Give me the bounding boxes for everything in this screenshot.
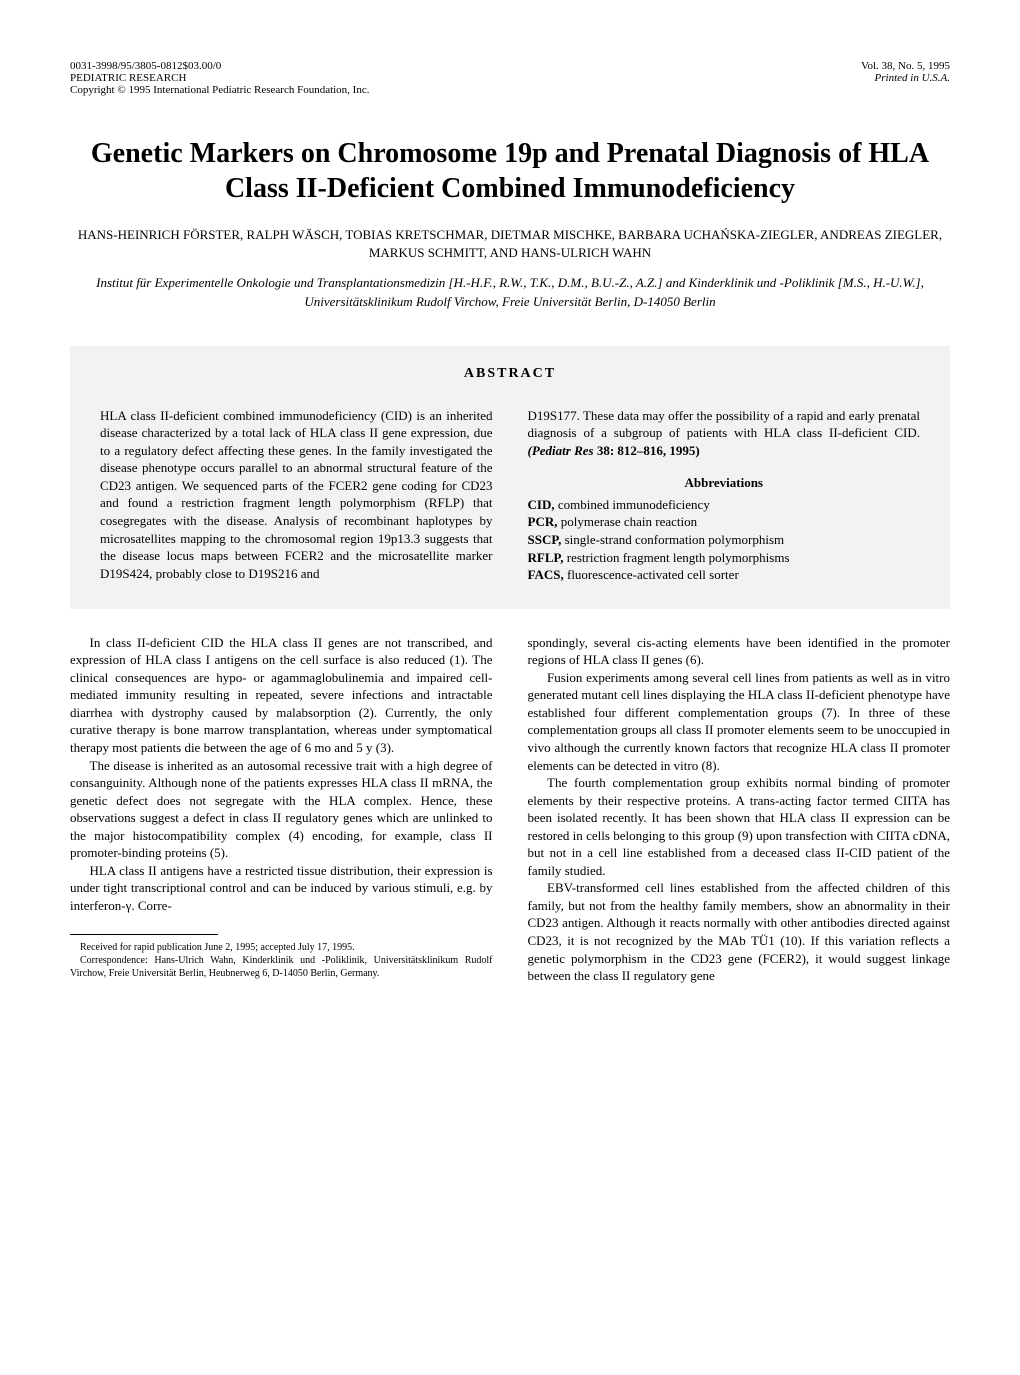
abbrev-item: CID, combined immunodeficiency [528, 496, 921, 514]
authors: HANS-HEINRICH FÖRSTER, RALPH WÄSCH, TOBI… [70, 226, 950, 262]
abstract-columns: HLA class II-deficient combined immunode… [100, 407, 920, 584]
abbrev-term: RFLP, [528, 550, 564, 565]
abbrev-def: polymerase chain reaction [557, 514, 697, 529]
abbrev-item: RFLP, restriction fragment length polymo… [528, 549, 921, 567]
abstract-right: D19S177. These data may offer the possib… [528, 407, 921, 584]
body-right-column: spondingly, several cis-acting elements … [528, 634, 951, 985]
abbrev-def: restriction fragment length polymorphism… [564, 550, 790, 565]
abbrev-def: single-strand conformation polymorphism [561, 532, 784, 547]
abstract-right-text: D19S177. These data may offer the possib… [528, 408, 921, 441]
abbrev-term: SSCP, [528, 532, 562, 547]
body-columns: In class II-deficient CID the HLA class … [70, 634, 950, 985]
header-printed: Printed in U.S.A. [861, 72, 950, 84]
header-copyright: Copyright © 1995 International Pediatric… [70, 84, 369, 96]
abbrev-item: FACS, fluorescence-activated cell sorter [528, 566, 921, 584]
body-paragraph: The disease is inherited as an autosomal… [70, 757, 493, 862]
body-paragraph: EBV-transformed cell lines established f… [528, 879, 951, 984]
abbrev-def: fluorescence-activated cell sorter [564, 567, 739, 582]
citation-journal: (Pediatr Res [528, 443, 594, 458]
header-journal: PEDIATRIC RESEARCH [70, 72, 369, 84]
body-paragraph: spondingly, several cis-acting elements … [528, 634, 951, 669]
footnote-received: Received for rapid publication June 2, 1… [70, 941, 493, 954]
header-right: Vol. 38, No. 5, 1995 Printed in U.S.A. [861, 60, 950, 96]
page-header: 0031-3998/95/3805-0812$03.00/0 PEDIATRIC… [70, 60, 950, 96]
body-paragraph: In class II-deficient CID the HLA class … [70, 634, 493, 757]
footnote-rule [70, 934, 218, 935]
abstract-box: ABSTRACT HLA class II-deficient combined… [70, 346, 950, 609]
article-title: Genetic Markers on Chromosome 19p and Pr… [70, 136, 950, 206]
affiliation: Institut für Experimentelle Onkologie un… [70, 274, 950, 310]
body-left-column: In class II-deficient CID the HLA class … [70, 634, 493, 985]
header-vol: Vol. 38, No. 5, 1995 [861, 60, 950, 72]
abstract-heading: ABSTRACT [100, 366, 920, 382]
footnote-correspondence: Correspondence: Hans-Ulrich Wahn, Kinder… [70, 954, 493, 980]
header-left: 0031-3998/95/3805-0812$03.00/0 PEDIATRIC… [70, 60, 369, 96]
abbrev-item: SSCP, single-strand conformation polymor… [528, 531, 921, 549]
citation-pages: 38: 812–816, 1995) [594, 443, 700, 458]
body-paragraph: HLA class II antigens have a restricted … [70, 862, 493, 915]
body-paragraph: Fusion experiments among several cell li… [528, 669, 951, 774]
abbrev-term: FACS, [528, 567, 564, 582]
abbrev-def: combined immunodeficiency [555, 497, 710, 512]
abbrev-term: CID, [528, 497, 555, 512]
header-code: 0031-3998/95/3805-0812$03.00/0 [70, 60, 369, 72]
abbreviations-heading: Abbreviations [528, 474, 921, 492]
abbrev-term: PCR, [528, 514, 558, 529]
body-paragraph: The fourth complementation group exhibit… [528, 774, 951, 879]
abbrev-item: PCR, polymerase chain reaction [528, 513, 921, 531]
abstract-left: HLA class II-deficient combined immunode… [100, 407, 493, 584]
